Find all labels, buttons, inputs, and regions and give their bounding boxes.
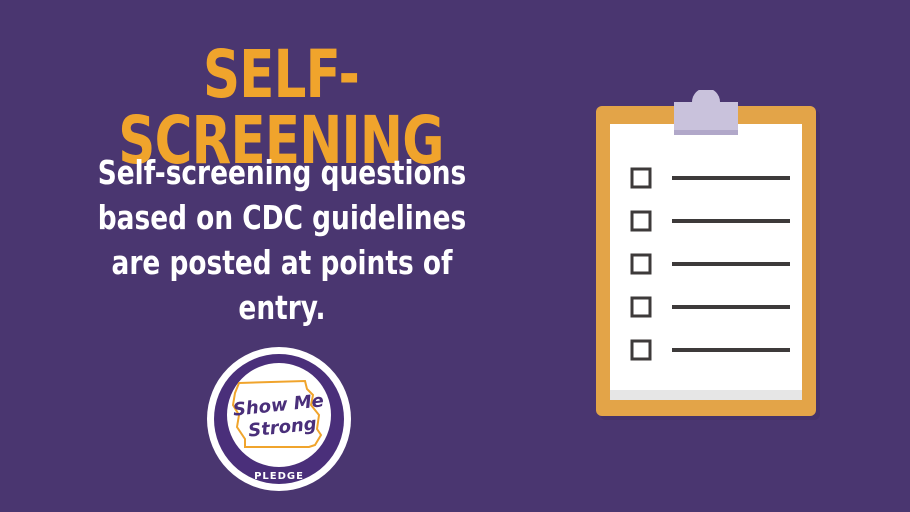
checklist-checkbox — [630, 296, 652, 318]
logo-pledge-label: PLEDGE — [254, 471, 304, 482]
clipboard-checklist-icon — [596, 90, 820, 420]
checklist-checkbox — [630, 253, 652, 275]
checklist-checkbox — [630, 210, 652, 232]
checklist-line — [672, 176, 790, 180]
page-subtitle: Self-screening questions based on CDC gu… — [97, 153, 467, 327]
checklist — [630, 167, 790, 361]
checklist-checkbox — [630, 339, 652, 361]
checklist-line — [672, 305, 790, 309]
checklist-line — [672, 348, 790, 352]
checklist-line — [672, 219, 790, 223]
checklist-checkbox — [630, 167, 652, 189]
missouri-state-outline-icon — [231, 379, 323, 448]
clipboard-clip — [674, 102, 738, 134]
page-title: SELF-SCREENING — [118, 36, 444, 179]
show-me-strong-pledge-logo: Show Me Strong PLEDGE — [207, 347, 351, 491]
checklist-line — [672, 262, 790, 266]
